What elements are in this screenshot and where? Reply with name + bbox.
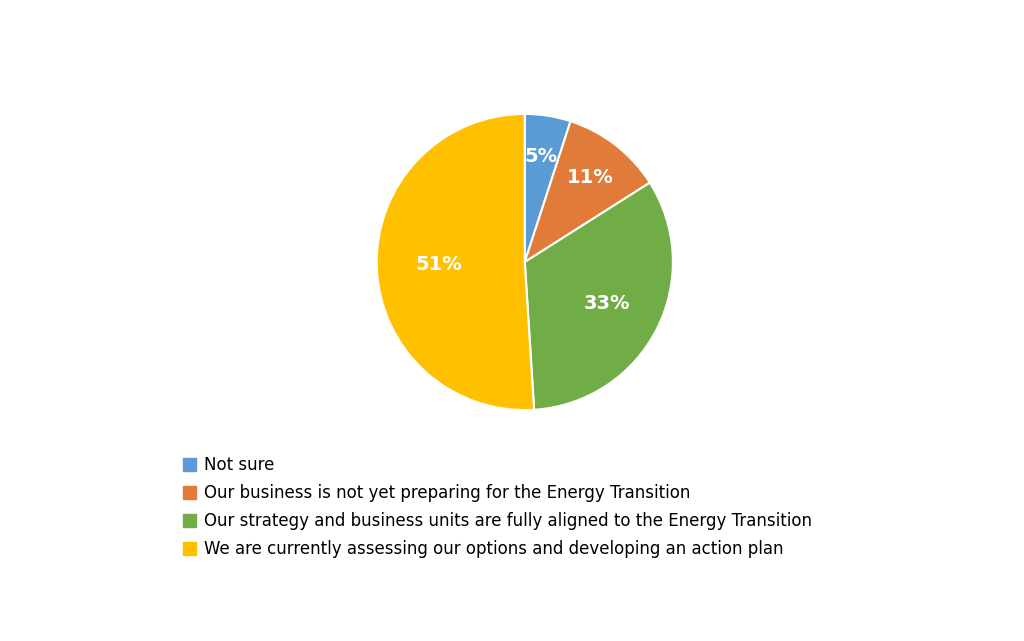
Text: 11%: 11% <box>566 169 613 187</box>
Wedge shape <box>524 114 570 262</box>
Text: 51%: 51% <box>416 255 463 274</box>
Text: 5%: 5% <box>525 147 558 166</box>
Wedge shape <box>525 183 673 410</box>
Wedge shape <box>377 114 535 410</box>
Wedge shape <box>525 121 650 262</box>
Text: 33%: 33% <box>584 294 630 313</box>
Legend: Not sure, Our business is not yet preparing for the Energy Transition, Our strat: Not sure, Our business is not yet prepar… <box>176 449 819 565</box>
